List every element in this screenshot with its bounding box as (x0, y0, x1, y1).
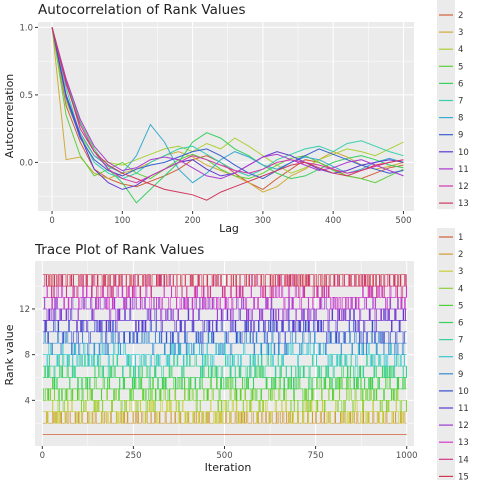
acf-series-line-11 (51, 27, 404, 180)
acf-x-tick-label: 500 (395, 216, 411, 226)
trace-legend-key-background (437, 228, 455, 480)
acf-legend-label: 2 (458, 11, 463, 21)
acf-y-ticks: 0.0 0.5 1.0 (19, 23, 38, 168)
acf-series-line-9 (51, 27, 404, 180)
trace-x-tick-label: 1000 (396, 451, 418, 461)
trace-legend-label: 13 (458, 438, 469, 448)
trace-y-tick-label: 4 (25, 396, 30, 406)
trace-series-line-15 (42, 274, 407, 287)
acf-legend-label: 7 (458, 97, 463, 107)
trace-x-tick-label: 0 (40, 451, 45, 461)
trace-legend-label: 9 (458, 370, 463, 380)
trace-legend-label: 15 (458, 472, 469, 480)
acf-legend-label: 6 (458, 79, 463, 89)
trace-legend-label: 3 (458, 267, 463, 277)
acf-legend-label: 5 (458, 62, 463, 72)
trace-series-line-7 (42, 354, 408, 378)
acf-panel-background (38, 22, 414, 211)
trace-legend-label: 11 (458, 404, 469, 414)
acf-series-line-3 (51, 27, 404, 193)
acf-legend-label: 12 (458, 182, 469, 192)
trace-legend-label: 7 (458, 336, 463, 346)
trace-x-tick-label: 250 (125, 451, 141, 461)
acf-grid (38, 22, 414, 211)
trace-x-tick-label: 500 (216, 451, 232, 461)
acf-x-tick-label: 200 (184, 216, 200, 226)
trace-legend-label: 4 (458, 284, 463, 294)
acf-legend-label: 8 (458, 114, 463, 124)
trace-legend-label: 2 (458, 250, 463, 260)
acf-x-tick-label: 100 (114, 216, 130, 226)
trace-series-line-9 (42, 331, 407, 355)
acf-series-lines (51, 27, 404, 204)
acf-x-tick-label: 400 (325, 216, 341, 226)
trace-legend-label: 1 (458, 233, 463, 243)
trace-series-lines (42, 274, 408, 435)
trace-legend-label: 12 (458, 421, 469, 431)
acf-legend-label: 9 (458, 131, 463, 141)
acf-y-tick-label: 0.0 (19, 158, 33, 168)
acf-legend-label: 10 (458, 148, 469, 158)
trace-x-tick-label: 750 (307, 451, 323, 461)
acf-series-line-12 (51, 27, 404, 184)
acf-legend: 2 3 4 5 6 7 8 9 10 11 12 13 (437, 0, 469, 210)
acf-y-tick-label: 0.5 (19, 91, 33, 101)
trace-legend-label: 8 (458, 353, 463, 363)
acf-series-line-7 (51, 27, 404, 180)
trace-legend-label: 6 (458, 319, 463, 329)
trace-legend-label: 14 (458, 455, 469, 465)
trace-title: Trace Plot of Rank Values (34, 242, 204, 258)
acf-legend-label: 11 (458, 165, 469, 175)
acf-legend-label: 13 (458, 199, 469, 209)
acf-x-axis-label: Lag (219, 222, 239, 235)
acf-x-ticks: 0 100 200 300 400 500 (49, 211, 412, 226)
acf-series-line-13 (51, 27, 404, 201)
trace-y-tick-label: 8 (25, 351, 30, 361)
trace-y-axis-label: Rank value (3, 324, 16, 385)
trace-legend-label: 10 (458, 387, 469, 397)
acf-series-line-10 (51, 27, 404, 190)
acf-x-tick-label: 0 (49, 216, 54, 226)
acf-legend-label: 4 (458, 45, 463, 55)
trace-x-ticks: 0 250 500 750 1000 (40, 446, 418, 461)
acf-x-tick-label: 300 (255, 216, 271, 226)
trace-series-line-4 (42, 388, 408, 413)
acf-y-axis-label: Autocorrelation (3, 74, 16, 159)
acf-legend-key-background (437, 0, 455, 210)
trace-y-ticks: 4 8 12 (19, 305, 35, 406)
trace-x-axis-label: Iteration (205, 461, 252, 474)
acf-legend-label: 3 (458, 28, 463, 38)
trace-legend-label: 5 (458, 301, 463, 311)
trace-y-tick-label: 12 (19, 305, 30, 315)
acf-y-tick-label: 1.0 (19, 23, 33, 33)
trace-series-line-13 (42, 285, 408, 310)
acf-title: Autocorrelation of Rank Values (38, 2, 246, 18)
